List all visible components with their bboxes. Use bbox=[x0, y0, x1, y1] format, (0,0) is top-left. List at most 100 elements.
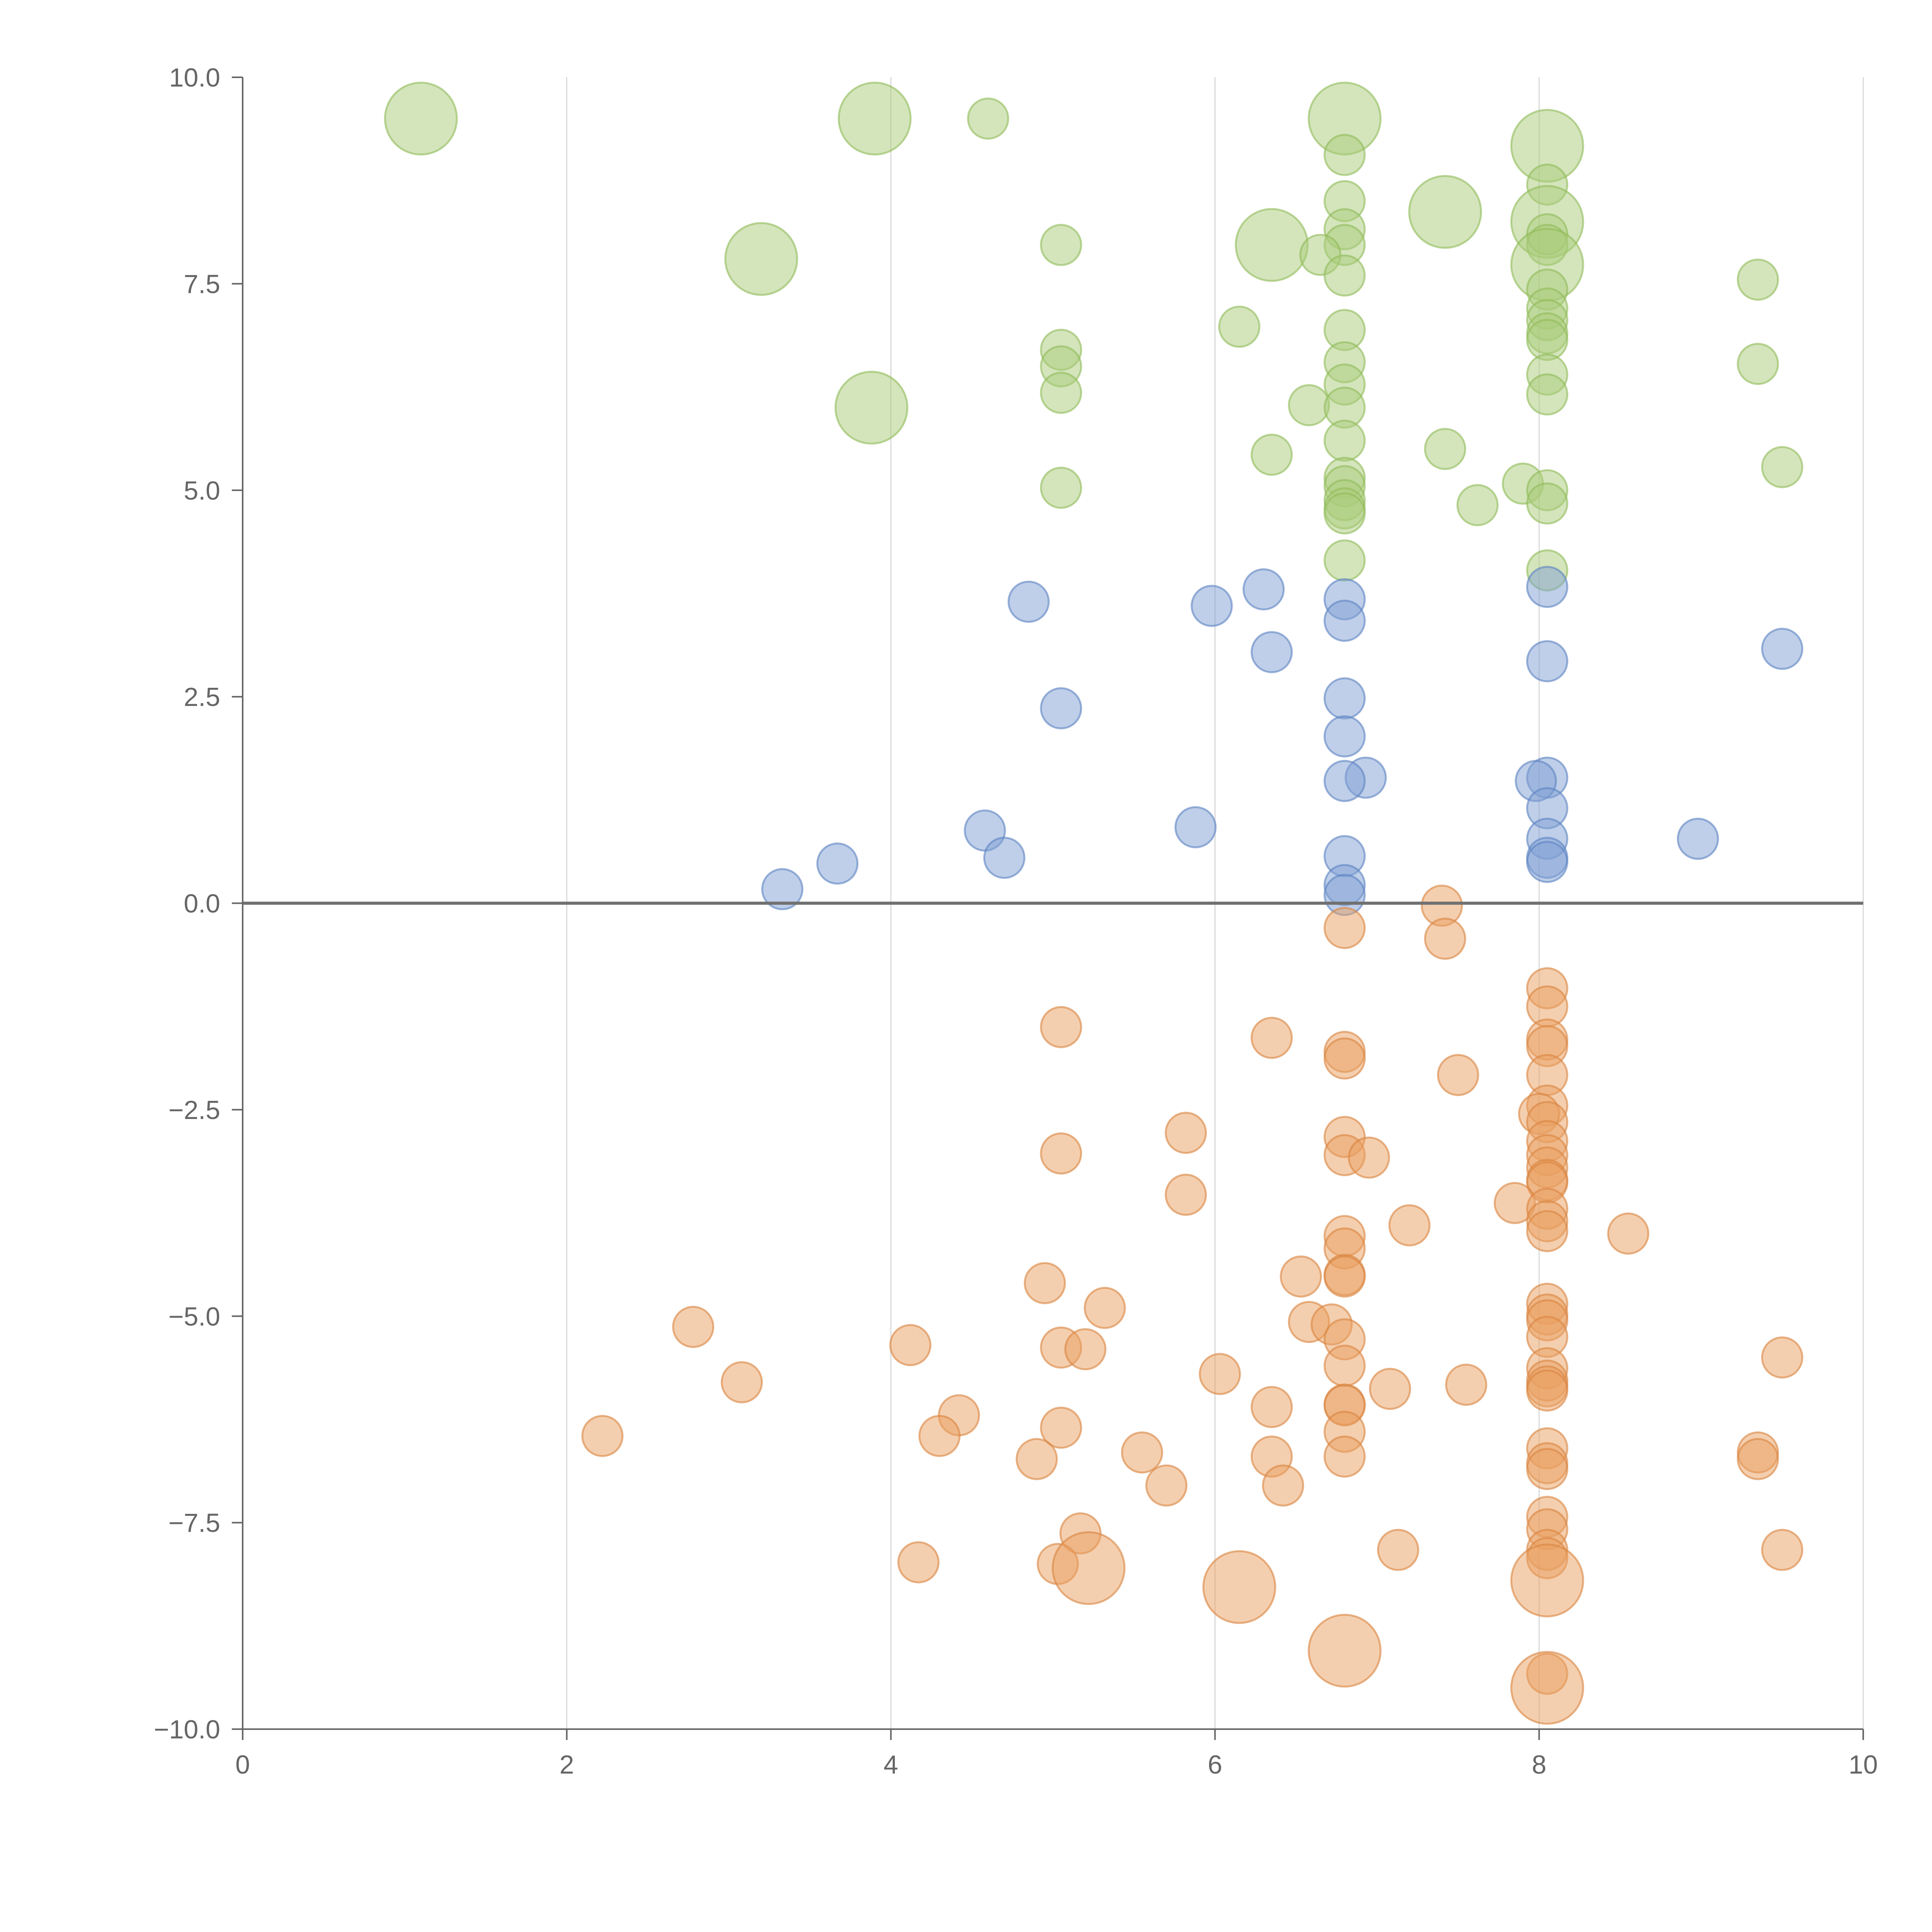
bubble-point bbox=[1526, 373, 1568, 416]
bubble-point bbox=[1323, 715, 1366, 758]
bubble-point bbox=[1165, 1112, 1207, 1154]
bubble-point bbox=[1424, 917, 1466, 960]
bubble-point bbox=[1323, 492, 1366, 535]
bubble-point bbox=[1199, 1353, 1241, 1395]
bubble-point bbox=[1510, 1543, 1584, 1617]
bubble-point bbox=[1121, 1431, 1163, 1474]
bubble-point bbox=[1051, 1531, 1126, 1605]
bubble-point bbox=[1526, 640, 1568, 682]
bubble-point bbox=[1040, 224, 1082, 266]
bubble-point bbox=[672, 1306, 714, 1348]
y-tick-label: 0.0 bbox=[184, 889, 220, 918]
bubble-point bbox=[1510, 1651, 1584, 1725]
bubble-point bbox=[1761, 628, 1803, 670]
bubble-point bbox=[1083, 1287, 1126, 1329]
bubble-point bbox=[581, 1415, 624, 1457]
bubble-point bbox=[1040, 1406, 1082, 1449]
bubble-point bbox=[1040, 1006, 1082, 1048]
bubble-point bbox=[1736, 1438, 1779, 1480]
x-tick-label: 0 bbox=[235, 1750, 250, 1779]
bubble-point bbox=[1323, 420, 1366, 462]
y-tick-label: −2.5 bbox=[168, 1095, 220, 1125]
bubble-point bbox=[1526, 841, 1568, 883]
bubble-point bbox=[1677, 818, 1719, 860]
bubble-point bbox=[1526, 482, 1568, 525]
bubble-point bbox=[1040, 372, 1082, 414]
bubble-point bbox=[1437, 1054, 1479, 1096]
bubble-point bbox=[838, 82, 912, 156]
bubble-point bbox=[1761, 446, 1803, 488]
bubble-point bbox=[1526, 1210, 1568, 1252]
y-tick-label: −10.0 bbox=[154, 1715, 220, 1744]
bubble-point bbox=[1323, 254, 1366, 297]
bubble-point bbox=[816, 842, 859, 885]
bubble-point bbox=[1323, 539, 1366, 582]
bubble-point bbox=[1761, 1529, 1803, 1571]
bubble-point bbox=[1190, 585, 1233, 627]
bubble-point bbox=[897, 1541, 940, 1583]
bubble-point bbox=[1262, 1464, 1304, 1507]
bubble-point bbox=[1736, 343, 1779, 385]
bubble-point bbox=[1526, 1448, 1568, 1490]
y-tick-label: −7.5 bbox=[168, 1509, 220, 1538]
x-tick-label: 2 bbox=[560, 1750, 574, 1779]
bubble-point bbox=[1040, 687, 1082, 730]
y-tick-label: 5.0 bbox=[184, 476, 220, 505]
series-positive_low bbox=[761, 566, 1803, 916]
y-axis-ticks: 10.0 7.5 5.0 2.5 0.0 −2.5 −5.0 −7.5 −10.0 bbox=[154, 63, 243, 1744]
x-tick-label: 6 bbox=[1208, 1750, 1222, 1779]
bubble-point bbox=[1145, 1464, 1188, 1507]
bubble-point bbox=[724, 222, 798, 296]
bubble-point bbox=[983, 837, 1026, 879]
series-positive_high bbox=[384, 82, 1803, 592]
bubble-point bbox=[1165, 1173, 1207, 1216]
bubble-point bbox=[1007, 580, 1050, 623]
x-axis-ticks: 0 2 4 6 8 10 bbox=[235, 1729, 1878, 1779]
y-tick-label: 10.0 bbox=[169, 63, 220, 92]
bubble-point bbox=[1202, 1550, 1276, 1624]
bubble-point bbox=[834, 371, 908, 445]
bubble-point bbox=[1323, 1255, 1366, 1298]
bubble-point bbox=[1250, 1017, 1293, 1059]
bubble-point bbox=[1323, 907, 1366, 949]
bubble-point bbox=[1308, 1614, 1382, 1688]
x-tick-label: 4 bbox=[884, 1750, 898, 1779]
bubble-point bbox=[1526, 1369, 1568, 1412]
bubble-point bbox=[1323, 677, 1366, 719]
bubble-point bbox=[1218, 306, 1260, 348]
bubble-point bbox=[1607, 1213, 1650, 1255]
bubble-point bbox=[1388, 1204, 1431, 1247]
bubble-point bbox=[1015, 1438, 1058, 1480]
bubble-point bbox=[1736, 259, 1779, 301]
axes: 0 2 4 6 8 10 10.0 7.5 5.0 2.5 0.0 −2.5 −5.0 −7.5 −10.… bbox=[154, 63, 1878, 1779]
bubble-point bbox=[1174, 806, 1217, 849]
bubble-point bbox=[1242, 568, 1285, 611]
bubble-point bbox=[889, 1324, 932, 1366]
y-tick-label: 7.5 bbox=[184, 269, 220, 299]
x-tick-label: 10 bbox=[1849, 1750, 1878, 1779]
bubble-point bbox=[1445, 1364, 1487, 1406]
bubble-point bbox=[1369, 1367, 1411, 1410]
bubble-point bbox=[384, 82, 458, 156]
bubble-point bbox=[1323, 760, 1366, 802]
series-negative bbox=[581, 884, 1803, 1725]
bubble-series bbox=[384, 82, 1803, 1725]
bubble-point bbox=[1761, 1336, 1803, 1379]
bubble-point bbox=[1348, 1136, 1390, 1179]
bubble-point bbox=[1424, 428, 1466, 470]
bubble-point bbox=[721, 1361, 763, 1403]
bubble-point bbox=[1280, 1255, 1322, 1298]
bubble-point bbox=[1377, 1529, 1419, 1571]
bubble-point bbox=[1323, 1435, 1366, 1478]
bubble-point bbox=[1323, 599, 1366, 642]
bubble-point bbox=[1250, 434, 1293, 476]
bubble-point bbox=[1323, 1037, 1366, 1080]
bubble-point bbox=[1408, 175, 1482, 249]
bubble-point bbox=[1024, 1262, 1066, 1304]
bubble-point bbox=[1235, 208, 1309, 282]
bubble-point bbox=[1323, 1345, 1366, 1387]
bubble-point bbox=[967, 97, 1009, 140]
bubble-point bbox=[1040, 1132, 1082, 1175]
bubble-point bbox=[1040, 466, 1082, 509]
